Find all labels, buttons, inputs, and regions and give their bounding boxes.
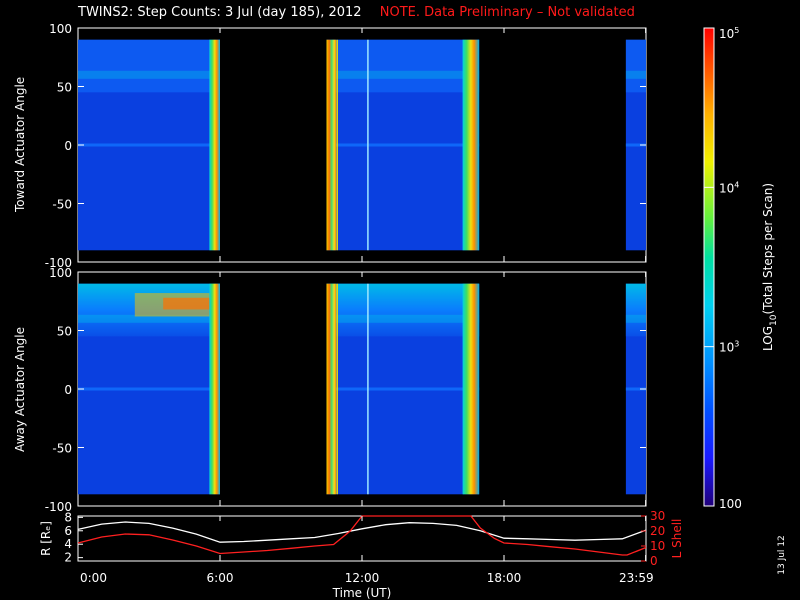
upper-angle-band (78, 39, 220, 93)
angle-60-stripe (625, 314, 646, 323)
angle-60-stripe (78, 314, 220, 323)
angle-0-stripe (326, 387, 480, 391)
r-series-line (77, 521, 647, 543)
angle-60-stripe (78, 70, 220, 79)
y-tick-label: 100 (49, 22, 72, 36)
colorbar-tick-label: 105 (719, 26, 739, 41)
x-tick-label: 23:59 (619, 571, 654, 585)
lshell-tick-label: 0 (650, 554, 658, 568)
y-tick-label: 0 (64, 383, 72, 397)
colorbar-tick-label: 100 (719, 497, 742, 511)
high-count-band (209, 39, 220, 251)
x-tick-label: 6:00 (207, 571, 234, 585)
r-tick-label: 4 (64, 537, 72, 551)
colorbar-tick-label: 103 (719, 340, 739, 355)
x-axis-label: Time (UT) (332, 586, 392, 600)
angle-0-stripe (625, 387, 646, 391)
lshell-axis-label: L Shell (670, 519, 684, 559)
chart-title: TWINS2: Step Counts: 3 Jul (day 185), 20… (78, 5, 635, 20)
angle-0-stripe (326, 143, 480, 147)
upper-angle-band (625, 283, 646, 337)
y-tick-label: -100 (45, 256, 72, 270)
preliminary-note: NOTE. Data Preliminary – Not validated (379, 5, 635, 20)
angle-0-stripe (78, 387, 220, 391)
high-count-band (462, 39, 480, 251)
angle-0-stripe (625, 143, 646, 147)
x-tick-label: 18:00 (487, 571, 522, 585)
y-tick-label: 50 (57, 81, 72, 95)
y-tick-label: 100 (49, 266, 72, 280)
colorbar-ticks: 105 104 103 100 (704, 26, 742, 511)
high-count-band (462, 283, 480, 495)
orbit-plot (77, 515, 647, 556)
title-text: TWINS2: Step Counts: 3 Jul (day 185), 20… (78, 5, 362, 20)
angle-0-stripe (78, 143, 220, 147)
r-tick-label: 2 (64, 551, 72, 565)
angle-60-stripe (326, 314, 480, 323)
high-count-band (209, 283, 220, 495)
high-count-band (326, 39, 336, 251)
angle-60-stripe (625, 70, 646, 79)
x-tick-label: 0:00 (80, 571, 107, 585)
upper-angle-band (326, 283, 480, 337)
r-axis-label: R [Rₑ] (39, 521, 53, 556)
x-tick-label: 12:00 (345, 571, 380, 585)
r-tick-label: 8 (64, 510, 72, 524)
lshell-tick-label: 30 (650, 509, 665, 523)
colorbar-label: LOG10(Total Steps per Scan) (761, 183, 779, 351)
colorbar (704, 28, 714, 506)
toward-heatmap (78, 39, 646, 251)
lshell-tick-label: 10 (650, 539, 665, 553)
r-tick-label: 6 (64, 524, 72, 538)
away-heatmap (78, 283, 646, 495)
upper-angle-band (326, 39, 480, 93)
angle-60-stripe (326, 70, 480, 79)
lshell-tick-label: 20 (650, 524, 665, 538)
y-tick-label: -50 (52, 198, 72, 212)
hot-streak-core (163, 297, 211, 310)
upper-angle-band (625, 39, 646, 93)
high-count-band (326, 283, 336, 495)
y-tick-label: -50 (52, 442, 72, 456)
lshell-series-line (77, 515, 647, 556)
y-tick-label: -100 (45, 500, 72, 514)
y-tick-label: 0 (64, 139, 72, 153)
colorbar-tick-label: 104 (719, 180, 739, 195)
y-tick-label: 50 (57, 325, 72, 339)
